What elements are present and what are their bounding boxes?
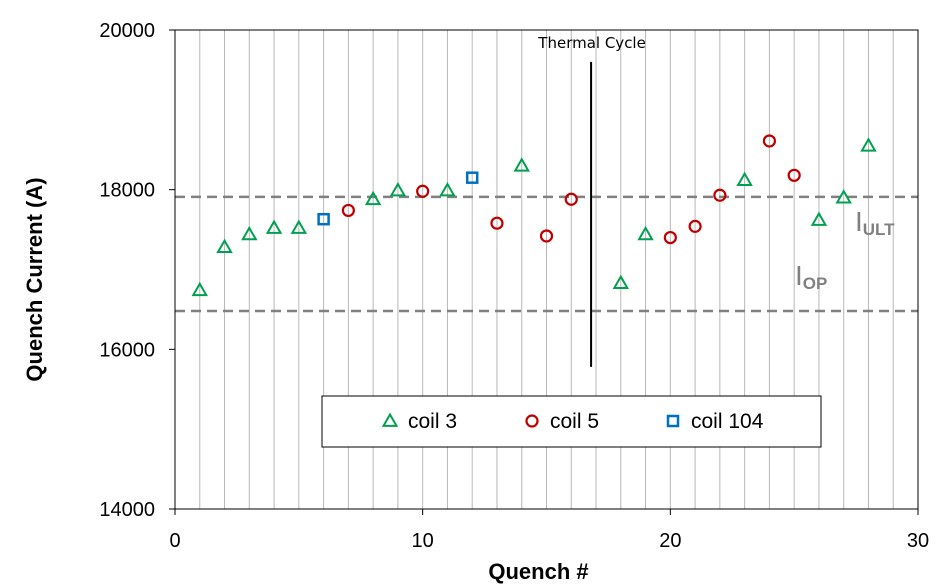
data-point [663, 230, 677, 245]
data-point [513, 157, 530, 172]
data-point [612, 274, 630, 289]
legend-marker [666, 414, 680, 428]
data-point [564, 192, 578, 206]
data-point [810, 211, 828, 226]
data-point [341, 203, 355, 218]
legend-label: coil 5 [550, 410, 599, 433]
y-tick-label: 18000 [99, 180, 155, 202]
y-tick-label: 16000 [99, 339, 155, 361]
data-points [191, 134, 877, 297]
data-point [265, 219, 283, 234]
data-point [637, 225, 654, 241]
data-point [736, 171, 753, 186]
axis-ticks: 0 10 20 30 14000 16000 18000 20000 [99, 20, 929, 552]
data-point [317, 212, 330, 226]
data-point [490, 216, 504, 230]
data-point [241, 225, 258, 241]
legend-label: coil 104 [691, 410, 764, 433]
x-tick-label: 0 [169, 530, 180, 552]
y-tick-label: 20000 [99, 20, 155, 42]
x-tick-label: 10 [412, 530, 434, 552]
x-tick-label: 30 [907, 530, 929, 552]
annotations: Thermal Cycle [537, 34, 646, 367]
x-tick-label: 20 [659, 530, 681, 552]
plot-area-frame [174, 29, 919, 510]
thermal-cycle-label: Thermal Cycle [537, 34, 646, 52]
x-axis-title: Quench # [488, 559, 588, 584]
data-point [860, 137, 877, 152]
data-point [416, 184, 430, 198]
y-tick-label: 14000 [99, 499, 155, 521]
data-point [216, 238, 233, 254]
data-point [389, 181, 407, 197]
legend-marker [525, 414, 539, 428]
series-coil-5 [341, 134, 801, 245]
data-point [439, 181, 456, 197]
reference-line-label: IOP [795, 260, 827, 293]
data-point [290, 219, 308, 234]
data-point [465, 171, 479, 184]
legend: coil 3 coil 5 coil 104 [321, 395, 822, 448]
data-point [688, 219, 702, 233]
data-point [539, 229, 554, 243]
data-point [835, 189, 852, 204]
data-point [191, 281, 208, 297]
reference-lines: IULT IOP [175, 195, 918, 313]
legend-label: coil 3 [408, 410, 457, 433]
legend-marker [381, 412, 399, 427]
series-coil-3 [191, 137, 877, 297]
data-point [762, 134, 777, 148]
data-point [787, 168, 801, 182]
series-coil-104 [317, 171, 479, 226]
reference-line-label: IULT [855, 206, 895, 239]
legend-box [321, 395, 822, 448]
data-point [364, 190, 382, 206]
y-axis-title: Quench Current (A) [22, 177, 47, 381]
data-point [713, 188, 727, 202]
